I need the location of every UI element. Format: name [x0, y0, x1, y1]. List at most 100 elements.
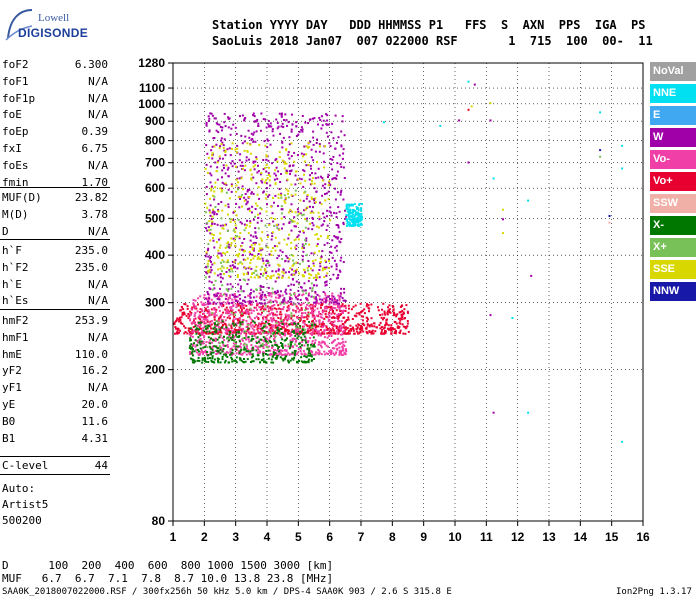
echo-point [257, 227, 260, 230]
echo-point [313, 345, 316, 348]
echo-point [226, 327, 229, 330]
echo-point [215, 353, 218, 355]
echo-point [210, 351, 213, 354]
echo-point [315, 298, 318, 301]
echo-point [296, 316, 299, 319]
echo-point [184, 303, 187, 306]
echo-point [201, 329, 204, 332]
echo-point [223, 292, 226, 295]
echo-point [390, 329, 393, 332]
echo-point [352, 328, 355, 331]
echo-point [349, 208, 351, 211]
echo-point [252, 338, 255, 341]
echo-point [302, 275, 304, 278]
echo-point [223, 316, 226, 318]
echo-point [292, 164, 295, 167]
echo-point [349, 224, 352, 227]
echo-point [207, 292, 209, 295]
parameter-value: N/A [88, 294, 108, 308]
echo-point [301, 130, 304, 133]
echo-point [338, 297, 341, 299]
echo-point [218, 123, 221, 126]
echo-point [277, 170, 280, 173]
echo-point [289, 170, 292, 173]
parameter-row: h`F2 235.0 [0, 261, 108, 277]
echo-point [355, 205, 358, 208]
echo-point [284, 301, 287, 304]
echo-point [235, 165, 237, 168]
echo-point [290, 353, 293, 356]
echo-point [263, 339, 266, 342]
echo-point [307, 302, 310, 305]
echo-point [278, 241, 281, 244]
echo-point [253, 306, 256, 309]
echo-point [296, 337, 299, 340]
echo-point [189, 310, 192, 313]
echo-point [358, 217, 361, 220]
echo-point [235, 178, 238, 181]
echo-point [228, 314, 231, 317]
echo-point [284, 328, 287, 331]
echo-point [300, 356, 303, 359]
echo-point [247, 336, 250, 339]
echo-point [286, 337, 288, 340]
echo-point [266, 353, 269, 356]
echo-point [313, 321, 315, 324]
x-tick-label: 9 [420, 530, 427, 544]
echo-point [388, 311, 391, 313]
echo-point [338, 308, 341, 310]
echo-point [314, 341, 316, 344]
echo-point [225, 324, 228, 327]
echo-point [257, 170, 260, 173]
echo-point [306, 206, 309, 209]
echo-point [305, 153, 308, 156]
echo-point [319, 306, 322, 309]
echo-point [196, 359, 199, 362]
echo-point [298, 326, 300, 329]
echo-point [306, 299, 309, 302]
echo-point [253, 334, 256, 337]
echo-point [254, 306, 257, 309]
echo-point [249, 220, 252, 223]
echo-point [217, 296, 220, 299]
echo-point [280, 313, 283, 316]
echo-point [227, 206, 230, 209]
echo-point [200, 327, 202, 330]
echo-point [246, 150, 249, 153]
echo-point [244, 266, 247, 269]
echo-point [338, 330, 341, 333]
echo-point [389, 327, 392, 330]
parameter-value: 235.0 [74, 244, 108, 257]
echo-point [220, 190, 223, 193]
echo-point [190, 312, 193, 314]
echo-point [301, 260, 304, 263]
echo-point [269, 353, 271, 356]
echo-point [250, 339, 253, 342]
echo-point [355, 330, 358, 333]
echo-point [393, 328, 396, 331]
echo-point [256, 193, 259, 196]
echo-point [342, 221, 345, 224]
echo-point [325, 229, 328, 231]
x-tick-label: 11 [480, 530, 493, 544]
echo-point [290, 130, 293, 133]
echo-point [195, 332, 198, 335]
echo-point [231, 351, 234, 354]
echo-point [294, 303, 297, 306]
echo-point [246, 347, 248, 350]
echo-point [296, 236, 299, 238]
echo-point [321, 194, 324, 197]
echo-point [458, 119, 461, 122]
echo-point [258, 257, 261, 260]
echo-point [310, 252, 313, 255]
echo-point [302, 231, 305, 234]
echo-point [271, 326, 274, 329]
echo-point [296, 317, 299, 320]
echo-point [305, 323, 308, 326]
echo-point [274, 290, 276, 293]
echo-point [312, 117, 314, 120]
echo-point [300, 330, 303, 333]
echo-point [207, 260, 210, 263]
echo-point [267, 246, 270, 249]
parameter-value: 235.0 [74, 260, 108, 274]
